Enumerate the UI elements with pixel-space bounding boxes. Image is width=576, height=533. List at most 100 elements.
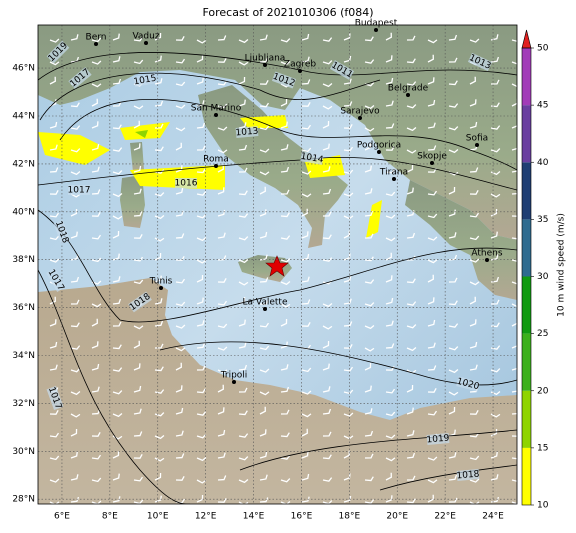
wind-barb [175,278,186,284]
wind-barb [343,343,353,349]
wind-barb [511,234,517,240]
wind-barb [91,318,98,327]
wind-barb [217,369,228,374]
wind-barb [280,38,291,43]
wind-barb [154,366,164,372]
isobar-label-bg [426,433,450,445]
isobar-label-bg [456,376,480,392]
wind-barb [301,276,310,283]
city-dot [406,93,410,97]
wind-barb [112,253,120,261]
wind-barb [112,298,122,305]
wind-barb [49,167,59,173]
wind-barb [301,33,310,41]
city-label: Skopje [417,152,447,162]
wind-barb [133,453,143,459]
city-label: Roma [203,155,229,165]
wind-barb [427,213,438,219]
title: Forecast of 2021010306 (f084) [202,6,373,19]
y-tick-label: 42°N [12,159,35,169]
wind-barb [70,276,80,283]
wind-barb [259,391,270,396]
wind-barb [133,256,144,262]
wind-barb [301,321,311,327]
wind-barb [469,38,480,43]
city-dot [263,63,267,67]
x-tick-label: 12°E [195,512,217,522]
colorbar-tick-label: 50 [537,44,549,54]
wind-barb [133,499,144,504]
wind-barb [301,367,312,373]
city-dot [298,69,302,73]
isobar-label-bg [46,40,70,64]
wind-barb [490,79,500,85]
wind-barb [322,408,332,415]
wind-barb [427,319,436,327]
colorbar-tick-label: 25 [537,329,548,339]
wind-barb [448,368,459,374]
wind-barb [322,431,332,437]
isobar-label: 1018 [456,469,480,481]
wind-barb [280,144,289,151]
isobar [38,269,191,504]
wind-barb [238,144,248,151]
wind-barb [217,232,226,239]
y-tick-label: 38°N [12,255,35,265]
wind-barb [112,321,122,327]
wind-barb [364,59,375,64]
wind-barb [70,474,79,481]
wind-barb [385,214,396,219]
wind-barb [217,80,228,86]
wind-barb [280,432,290,438]
wind-barb [406,58,416,64]
wind-barb [112,344,122,350]
wind-barb [490,193,501,198]
wind-barb [448,209,456,217]
wind-barb [511,83,517,88]
wind-barb [427,259,438,264]
wind-barb [301,451,309,459]
wind-barb [238,236,249,241]
isobar-label-bg [175,178,197,188]
wind-barb [175,475,185,481]
wind-barb [196,77,204,85]
wind-barb [427,190,438,196]
wind-barb [469,341,478,349]
city-label: La Valette [243,298,288,308]
wind-barb [49,258,60,263]
wind-barb [301,428,308,437]
wind-barb [154,169,165,174]
wind-barb [301,496,310,503]
wind-barb [238,99,246,107]
wind-barb [469,235,480,241]
wind-barb [70,299,80,305]
wind-barb [385,237,396,242]
wind-barb [196,259,207,264]
wind-barb [427,297,435,305]
wind-barb [364,324,375,330]
wind-barb [343,33,351,41]
wind-barb [364,408,373,415]
wind-barb [511,280,517,285]
wind-barb [301,390,312,395]
wind-barb [511,121,517,129]
wind-barb [322,386,331,393]
wind-barb [238,342,247,349]
x-tick-label: 8°E [102,512,118,522]
wind-barb [385,472,392,481]
isobar-label-text: 1016 [175,179,198,189]
wind-barb [175,407,184,415]
wind-barb [175,233,185,239]
wind-barb [175,347,186,352]
wind-barb [196,456,207,462]
wind-barb [196,274,204,283]
city-dot [392,177,396,181]
colorbar-label: 10 m wind speed (m/s) [557,213,567,317]
wind-barb [196,297,204,305]
colorbar-tick-label: 45 [537,101,548,111]
wind-barb [490,413,501,418]
wind-barb [469,409,479,415]
wind-barb [448,57,458,63]
wind-barb [196,434,207,439]
wind-barb [343,192,354,197]
